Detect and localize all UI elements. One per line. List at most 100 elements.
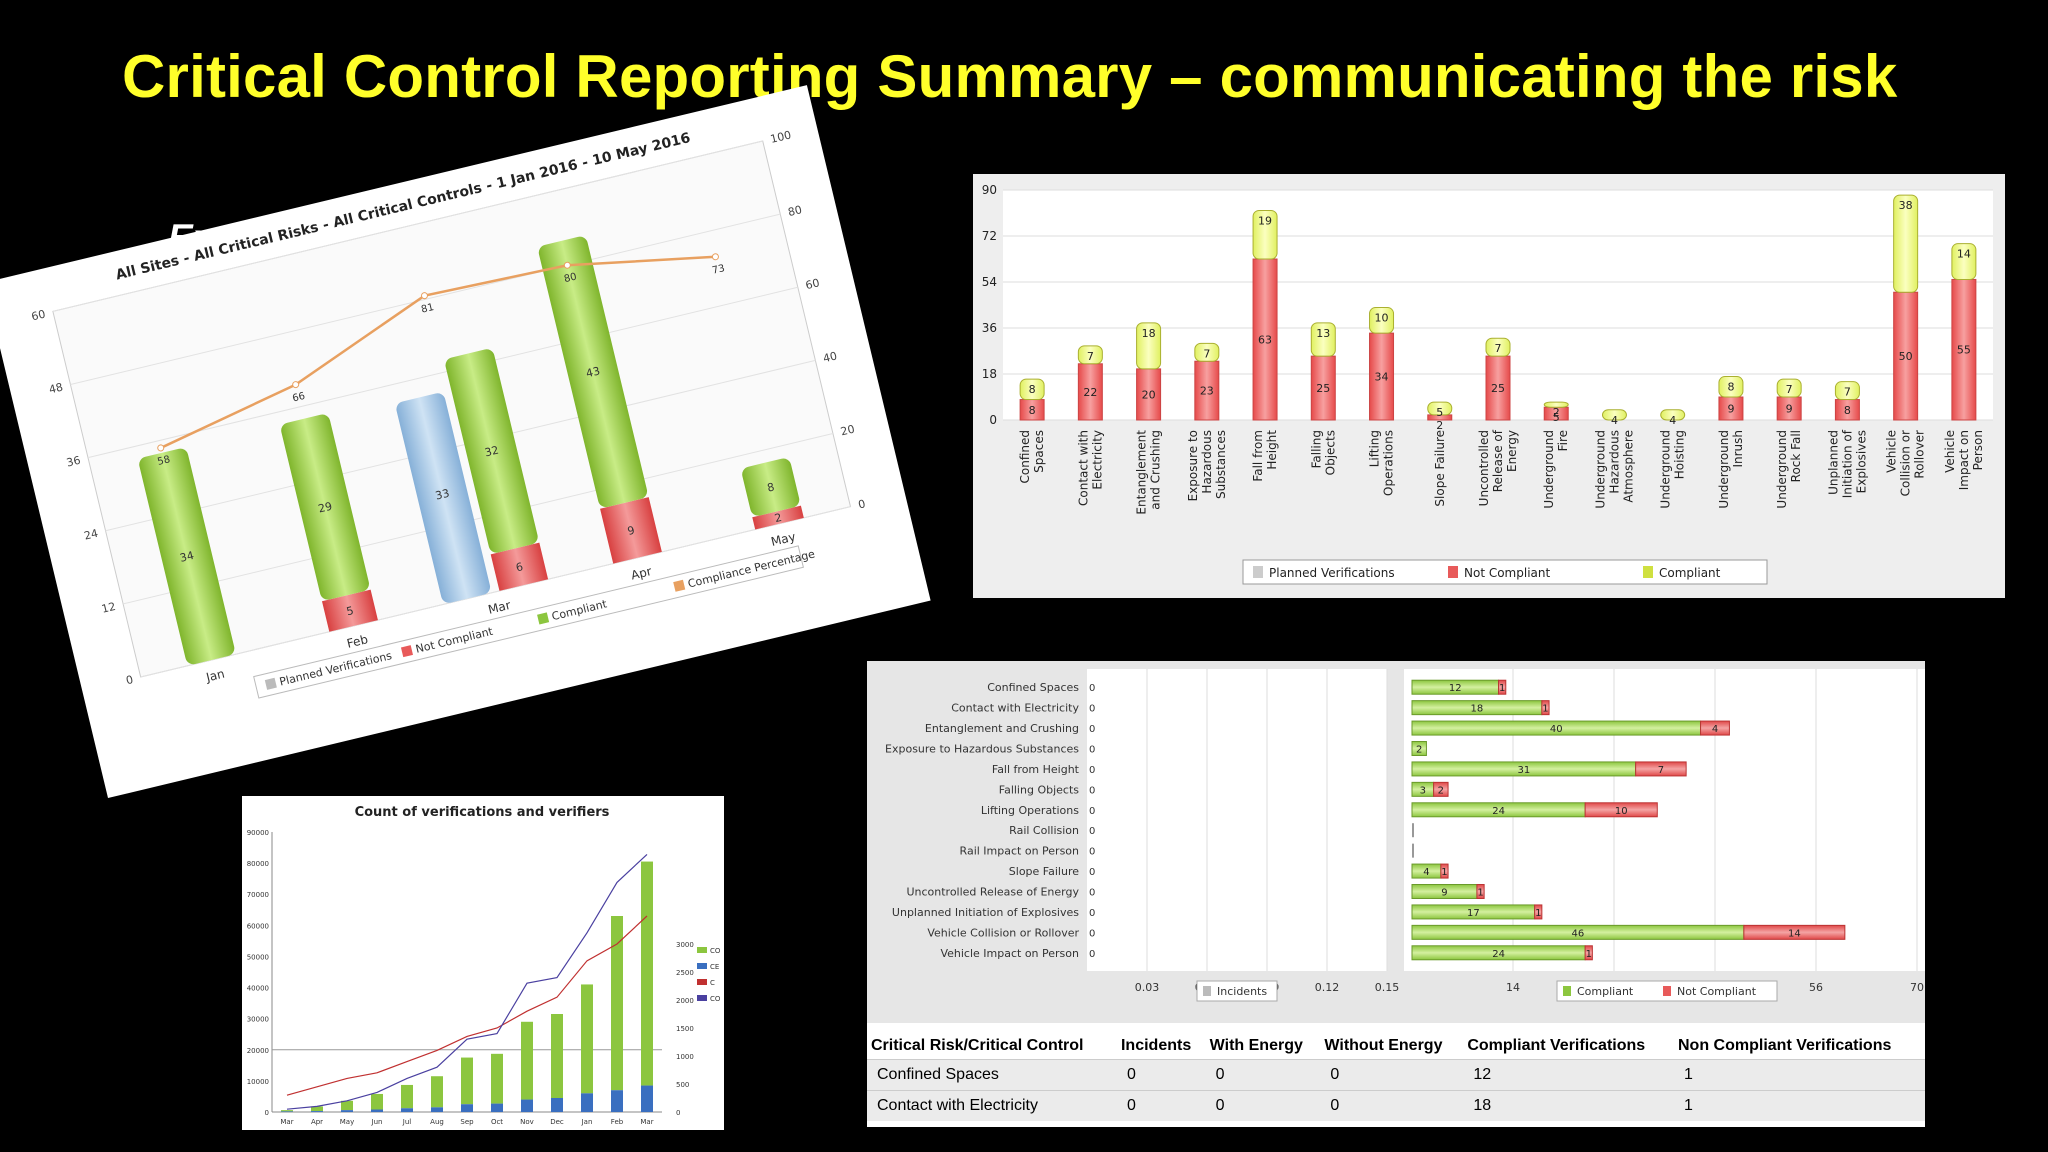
y2-tick-label: 60 bbox=[804, 276, 821, 292]
bar-blue bbox=[281, 1111, 293, 1112]
x-tick-label: Jan bbox=[581, 1118, 593, 1126]
y-tick-label: 36 bbox=[982, 321, 997, 335]
bar-label: 1 bbox=[1535, 908, 1541, 919]
x-tick-label: Entanglementand Crushing bbox=[1135, 430, 1163, 515]
right-plot-area bbox=[1404, 669, 1925, 971]
legend-label: Compliant bbox=[1577, 985, 1634, 998]
y-tick-label: Rail Impact on Person bbox=[960, 845, 1079, 858]
x-tick-text: VehicleImpact onPerson bbox=[1943, 430, 1985, 490]
x-tick-label: Fall fromHeight bbox=[1251, 430, 1279, 482]
bar-label: 4 bbox=[1669, 414, 1676, 427]
x-tick-text: FallingObjects bbox=[1309, 430, 1337, 475]
bar-label: 1 bbox=[1441, 867, 1447, 878]
bar-label: 4 bbox=[1423, 867, 1429, 878]
y-tick-label: 10000 bbox=[247, 1078, 269, 1086]
legend-swatch bbox=[400, 645, 414, 658]
gridline bbox=[105, 359, 816, 532]
incident-value: 0 bbox=[1089, 765, 1095, 776]
x-tick-text: Slope Failure bbox=[1433, 430, 1447, 507]
y2-tick-label: 80 bbox=[787, 203, 804, 219]
bar-label: 38 bbox=[1899, 199, 1913, 212]
bar-empty bbox=[1412, 823, 1414, 838]
bar-not-compliant bbox=[1951, 278, 1977, 421]
gridline bbox=[87, 286, 798, 459]
gridline bbox=[122, 433, 834, 605]
gridline bbox=[70, 213, 781, 386]
y2-tick-label: 500 bbox=[676, 1081, 689, 1089]
monthly-compliance-chart: All Sites - All Critical Risks - All Cri… bbox=[0, 85, 931, 798]
table-cell: 0 bbox=[1320, 1059, 1464, 1091]
y-tick-label: Vehicle Impact on Person bbox=[940, 947, 1079, 960]
bar-label: 8 bbox=[1029, 383, 1036, 396]
table-header: Without Energy bbox=[1324, 1037, 1443, 1054]
x-tick-label: UndergroundInrush bbox=[1717, 430, 1745, 509]
x-tick-label: Mar bbox=[640, 1118, 653, 1126]
bar-label: 8 bbox=[1029, 404, 1036, 417]
x-tick-text: Contact withElectricity bbox=[1076, 430, 1104, 506]
bar-label: 2 bbox=[1416, 745, 1422, 756]
bar-not-compliant bbox=[321, 589, 378, 632]
legend-box bbox=[1196, 980, 1278, 1002]
table-cell: 0 bbox=[1205, 1090, 1321, 1121]
legend-box bbox=[253, 545, 804, 699]
legend-swatch bbox=[1563, 986, 1571, 996]
bar-label: 55 bbox=[1957, 344, 1971, 357]
slide-title: Critical Control Reporting Summary – com… bbox=[122, 43, 1898, 110]
bar-label: 13 bbox=[1316, 327, 1330, 340]
bar-blue bbox=[461, 1104, 473, 1112]
bar-green bbox=[431, 1076, 443, 1108]
bar-label: 31 bbox=[1517, 765, 1530, 776]
x-tick-label: May bbox=[770, 530, 797, 549]
bar-compliant bbox=[1660, 409, 1686, 421]
incident-value: 0 bbox=[1089, 806, 1095, 817]
y-tick-label: 12 bbox=[100, 600, 117, 616]
bar-blue bbox=[431, 1107, 443, 1112]
bar-not-compliant bbox=[1700, 720, 1730, 736]
incident-value: 0 bbox=[1089, 745, 1095, 756]
x-tick-label: Apr bbox=[630, 564, 654, 582]
bar-blue bbox=[521, 1099, 533, 1112]
bar-label: 8 bbox=[1727, 381, 1734, 394]
table-header: Incidents bbox=[1120, 1037, 1192, 1054]
bar-compliant bbox=[742, 458, 800, 516]
table-cell: 0 bbox=[1116, 1059, 1206, 1091]
y-tick-label: Slope Failure bbox=[1009, 865, 1079, 878]
bar-not-compliant bbox=[600, 497, 662, 564]
x-tick-label: Jan bbox=[204, 667, 226, 685]
bar-label: 25 bbox=[1491, 382, 1505, 395]
y-tick-label: 24 bbox=[83, 527, 100, 543]
x-tick-label: 14 bbox=[1506, 981, 1520, 994]
bar-label: 25 bbox=[1316, 382, 1330, 395]
x-tick-label: 0.15 bbox=[1375, 981, 1400, 994]
y-tick-label: Falling Objects bbox=[999, 783, 1080, 796]
y2-tick-label: 1000 bbox=[676, 1053, 694, 1061]
bar-not-compliant bbox=[1498, 679, 1507, 695]
legend-swatch bbox=[537, 612, 550, 625]
y-tick-label: Exposure to Hazardous Substances bbox=[885, 743, 1079, 756]
legend-box bbox=[1242, 559, 1768, 585]
legend-label: Not Compliant bbox=[1464, 566, 1550, 580]
bar-label: 4 bbox=[1712, 724, 1718, 735]
incident-value: 0 bbox=[1089, 847, 1095, 858]
x-tick-label: UncontrolledRelease ofEnergy bbox=[1477, 429, 1519, 506]
bar-compliant bbox=[1834, 381, 1860, 401]
legend-label: CO bbox=[710, 995, 721, 1003]
bar-compliant bbox=[1776, 378, 1802, 398]
legend-swatch bbox=[697, 979, 707, 985]
bar-compliant bbox=[1194, 342, 1220, 362]
bar-blue bbox=[491, 1103, 503, 1112]
compliance-label: 73 bbox=[711, 263, 726, 277]
y-tick-label: Confined Spaces bbox=[987, 681, 1079, 694]
x-tick-text: UndergroundInrush bbox=[1717, 430, 1745, 509]
y-tick-label: Contact with Electricity bbox=[951, 702, 1079, 715]
y-tick-label: 60 bbox=[30, 307, 47, 323]
bar-compliant bbox=[1543, 401, 1569, 408]
x-tick-label: Oct bbox=[491, 1118, 503, 1126]
bar-compliant bbox=[1893, 194, 1919, 293]
y2-tick-label: 3000 bbox=[676, 941, 694, 949]
y2-tick-label: 1500 bbox=[676, 1025, 694, 1033]
x-tick-label: VehicleImpact onPerson bbox=[1943, 430, 1985, 490]
bar-label: 43 bbox=[585, 364, 602, 380]
y2-tick-label: 2500 bbox=[676, 969, 694, 977]
x-tick-label: UndergroundHoisting bbox=[1659, 430, 1687, 509]
